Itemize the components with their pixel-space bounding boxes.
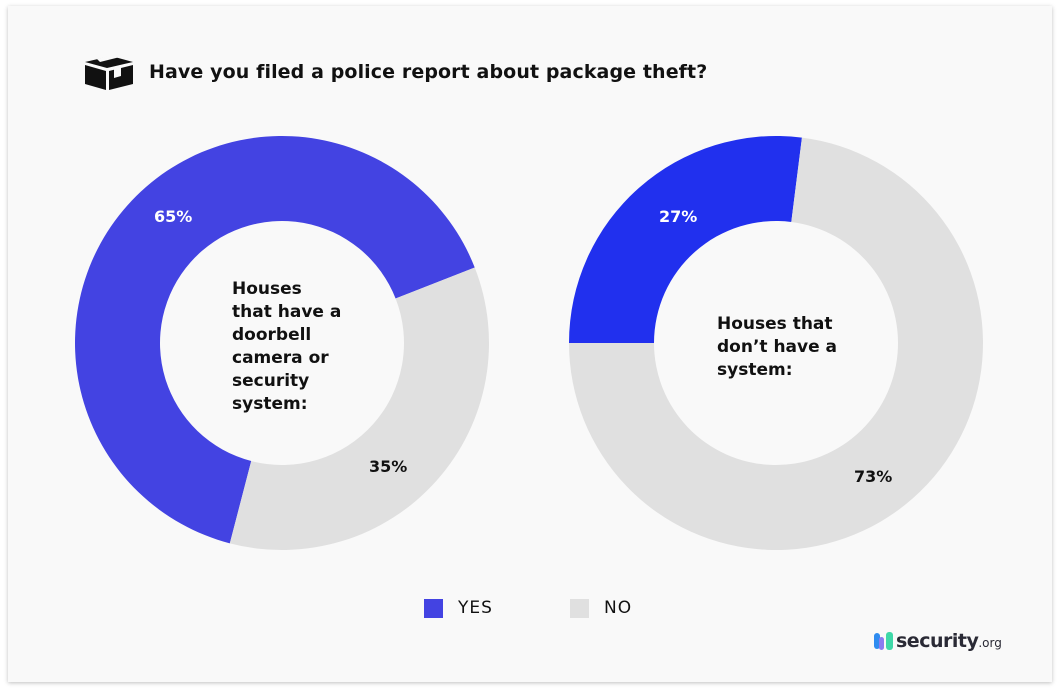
data-label-right-yes: 27% xyxy=(659,207,698,226)
package-box-icon xyxy=(85,54,133,90)
data-label-right-no: 73% xyxy=(854,467,893,486)
legend-swatch-yes xyxy=(424,598,443,618)
donut-right-slice-no xyxy=(569,137,983,550)
donut-left-slice-yes xyxy=(74,135,475,544)
security-org-logo: security .org xyxy=(874,631,1002,651)
logo-mark-icon xyxy=(874,632,893,650)
legend-swatch-no xyxy=(570,598,589,618)
center-label-left: Houses that have a doorbell camera or se… xyxy=(232,279,342,414)
legend-item-yes: YES xyxy=(424,598,493,618)
chart-card xyxy=(8,6,1052,682)
chart-title: Have you filed a police report about pac… xyxy=(149,61,708,83)
legend-item-no: NO xyxy=(570,598,632,618)
legend-label-yes: YES xyxy=(458,598,493,618)
center-label-right: Houses that don’t have a system: xyxy=(717,314,838,380)
data-label-left-no: 35% xyxy=(369,457,408,476)
donut-left-slice-no xyxy=(229,267,489,550)
donut-right-slice-yes xyxy=(569,136,802,343)
legend-label-no: NO xyxy=(604,598,633,618)
data-label-left-yes: 65% xyxy=(154,207,193,226)
